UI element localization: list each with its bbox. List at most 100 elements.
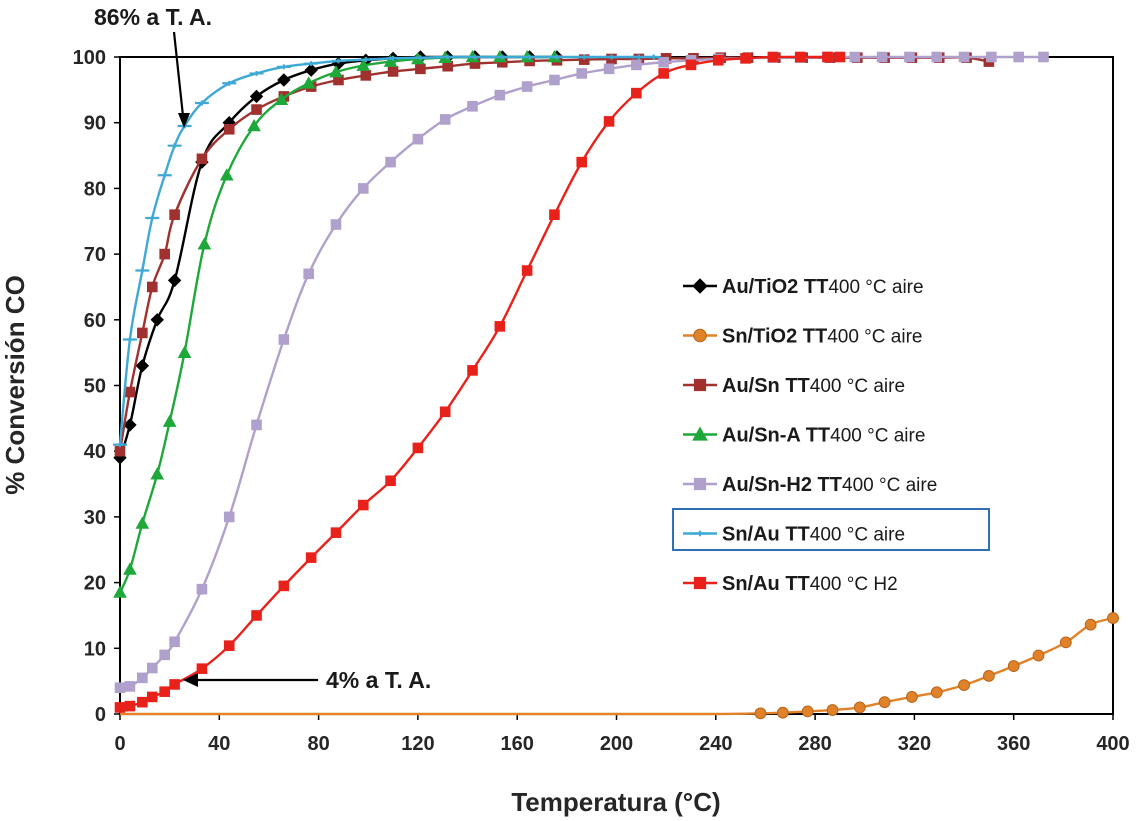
y-tick-label: 20	[84, 573, 106, 595]
legend-highlight-box	[672, 508, 990, 551]
data-point	[169, 679, 180, 690]
data-point	[251, 610, 262, 621]
annotation-arrowhead-86	[178, 113, 190, 128]
data-point	[277, 73, 291, 87]
data-point	[223, 123, 235, 135]
legend-item: Sn/Au TT400 °C aire	[683, 524, 905, 546]
data-point	[251, 104, 262, 115]
annotation-arrowhead-4	[183, 673, 198, 687]
y-tick-label: 100	[73, 47, 106, 69]
data-point	[631, 54, 646, 60]
data-point	[413, 55, 428, 61]
data-point	[219, 168, 234, 181]
data-point	[385, 475, 396, 487]
x-tick-label: 320	[898, 733, 931, 755]
data-point	[146, 662, 158, 674]
y-tick-label: 30	[84, 507, 106, 529]
series-6	[113, 54, 661, 448]
data-point	[329, 65, 343, 78]
data-point	[603, 116, 615, 127]
data-point	[1038, 51, 1049, 63]
x-tick-label: 200	[600, 733, 633, 755]
series-line	[120, 616, 1114, 716]
data-point	[223, 511, 235, 523]
data-point	[849, 51, 861, 63]
x-tick-label: 360	[997, 733, 1030, 755]
y-tick-label: 70	[84, 244, 106, 266]
data-point	[740, 53, 751, 64]
data-point	[145, 215, 160, 221]
x-tick-label: 400	[1096, 733, 1129, 755]
y-tick-label: 80	[84, 178, 106, 200]
legend-label: Sn/Au TT400 °C H2	[722, 573, 898, 595]
data-point	[878, 696, 891, 709]
data-point	[330, 527, 342, 538]
data-point	[712, 54, 724, 66]
data-point	[330, 219, 342, 230]
series-7	[114, 51, 846, 713]
x-axis-title: Temperatura (°C)	[511, 787, 720, 817]
data-point	[159, 649, 170, 661]
x-tick-label: 0	[114, 733, 125, 755]
data-point	[169, 209, 180, 220]
annotation-4-label: 4% a T. A.	[326, 667, 431, 693]
data-point	[304, 61, 319, 67]
legend-item: Sn/Au TT400 °C H2	[683, 573, 898, 595]
data-point	[358, 57, 373, 63]
data-point	[521, 265, 533, 276]
data-point	[385, 156, 396, 168]
data-point	[114, 682, 126, 694]
data-point	[646, 54, 661, 60]
data-point	[137, 327, 148, 339]
data-point	[157, 172, 172, 178]
data-point	[467, 54, 482, 60]
data-point	[196, 583, 208, 595]
data-point	[685, 59, 697, 71]
data-point	[1084, 618, 1097, 631]
data-point	[159, 686, 170, 697]
series-line	[119, 55, 1044, 689]
data-point	[113, 442, 127, 448]
legend-marker	[693, 378, 707, 392]
data-point	[135, 516, 150, 529]
data-point	[958, 679, 970, 691]
data-point	[801, 705, 814, 718]
data-point	[958, 51, 970, 63]
data-point	[177, 345, 192, 358]
data-point	[658, 56, 669, 68]
x-tick-label: 120	[401, 733, 434, 755]
data-point	[249, 70, 264, 76]
data-point	[114, 702, 126, 713]
legend-label: Sn/Au TT400 °C aire	[722, 524, 905, 546]
y-tick-label: 50	[84, 376, 106, 398]
data-point	[467, 100, 478, 112]
series-line	[118, 55, 654, 445]
data-series	[113, 49, 1119, 720]
data-point	[522, 54, 537, 60]
data-point	[360, 70, 372, 81]
data-point	[357, 499, 369, 511]
data-point	[124, 386, 136, 398]
data-point	[114, 445, 126, 457]
data-point	[249, 89, 264, 104]
data-point	[196, 663, 208, 674]
data-point	[494, 89, 506, 101]
data-point	[467, 365, 478, 376]
legend-marker	[692, 530, 708, 537]
legend-marker	[692, 426, 708, 441]
legend-item: Au/Sn TT400 °C aire	[683, 375, 905, 397]
annotation-arrow-86	[172, 31, 185, 117]
legend-item: Au/Sn-A TT400 °C aire	[683, 425, 925, 447]
legend-item: Sn/TiO2 TT400 °C aire	[683, 326, 922, 348]
y-tick-label: 10	[84, 638, 106, 660]
data-point	[930, 686, 943, 699]
data-point	[549, 209, 560, 220]
data-point	[146, 281, 158, 293]
data-point	[167, 273, 182, 288]
data-point	[137, 672, 148, 684]
data-point	[658, 68, 669, 79]
x-tick-label: 40	[208, 733, 230, 755]
y-axis-title: % Conversión CO	[0, 275, 30, 495]
legend-label: Au/Sn-A TT400 °C aire	[722, 425, 925, 447]
data-point	[521, 81, 533, 92]
